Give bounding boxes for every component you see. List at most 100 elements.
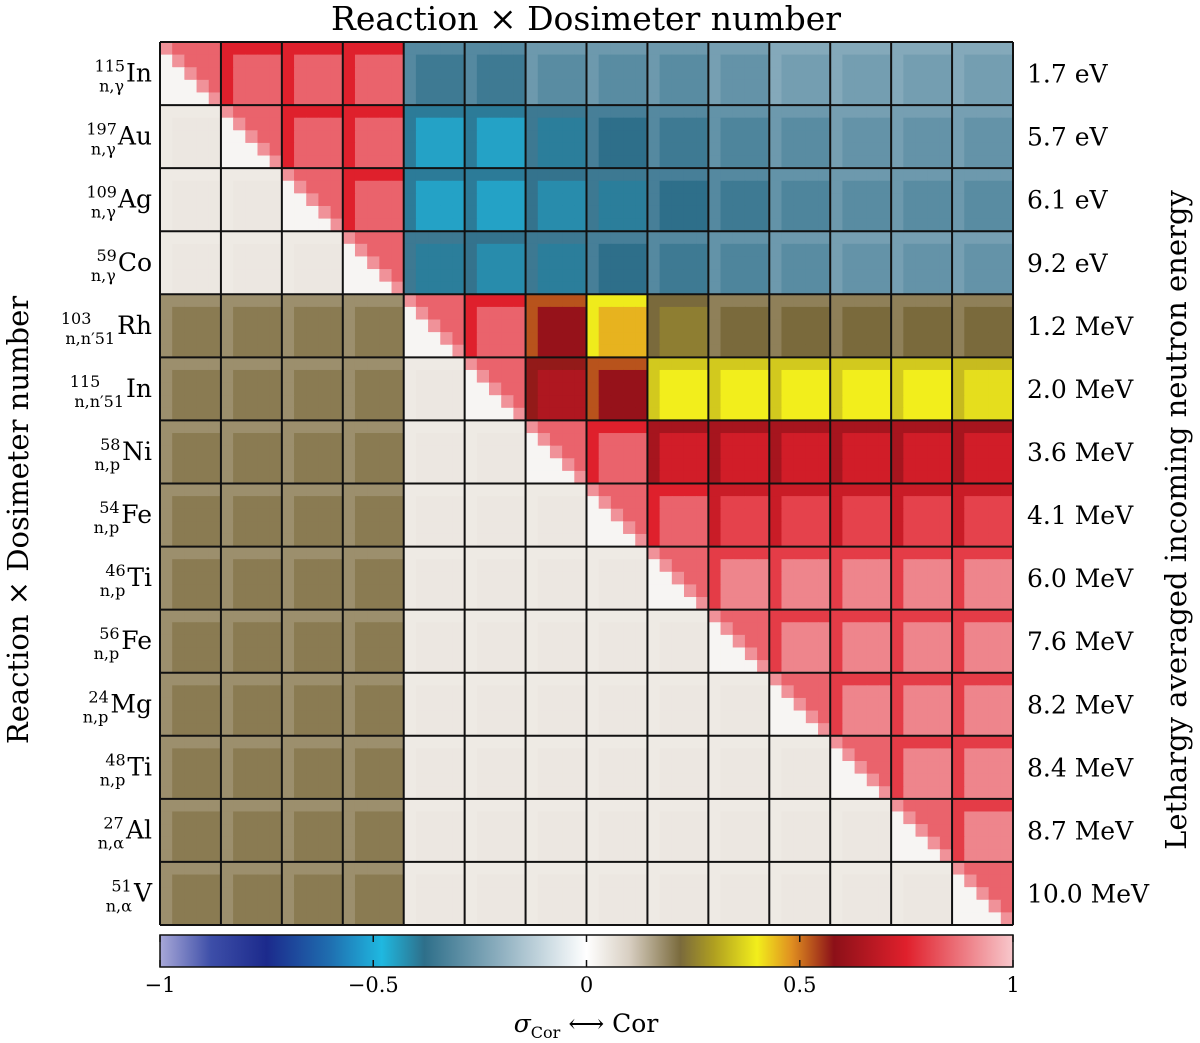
heatmap-cell (318, 508, 332, 522)
heatmap-cell (744, 420, 758, 434)
heatmap-cell (379, 332, 393, 346)
heatmap-cell (367, 710, 380, 724)
heatmap-cell (744, 508, 758, 522)
heatmap-cell (257, 811, 271, 825)
heatmap-cell (818, 811, 831, 825)
heatmap-block (525, 483, 588, 548)
heatmap-cell (671, 155, 685, 169)
heatmap-cell (354, 887, 368, 901)
heatmap-cell (220, 155, 234, 169)
heatmap-cell (757, 92, 770, 106)
heatmap-cell (294, 609, 307, 623)
heatmap-cell (878, 407, 892, 422)
heatmap-cell (379, 887, 393, 901)
heatmap-cell (574, 672, 588, 686)
heatmap-cell (537, 205, 551, 220)
heatmap-cell (489, 748, 502, 762)
heatmap-cell (757, 369, 770, 384)
heatmap-cell (489, 344, 502, 358)
heatmap-cell (318, 811, 332, 825)
heatmap-cell (818, 281, 831, 295)
heatmap-cell (976, 685, 990, 699)
heatmap-cell (708, 470, 722, 485)
heatmap-cell (598, 306, 612, 321)
heatmap-cell (708, 168, 722, 182)
heatmap-cell (708, 761, 722, 775)
heatmap-cell (196, 54, 210, 68)
heatmap-cell (330, 672, 344, 686)
heatmap-cell (172, 609, 185, 623)
heatmap-cell (428, 609, 441, 623)
heatmap-cell (671, 521, 685, 535)
heatmap-cell (1000, 697, 1014, 712)
heatmap-cell (964, 685, 978, 699)
heatmap-cell (976, 584, 990, 598)
heatmap-cell (403, 180, 417, 194)
heatmap-cell (891, 546, 904, 560)
heatmap-cell (720, 836, 734, 850)
heatmap-cell (354, 723, 368, 737)
heatmap-cell (610, 672, 624, 686)
heatmap-cell (562, 433, 575, 447)
heatmap-cell (208, 899, 222, 913)
heatmap-cell (842, 697, 856, 712)
heatmap-cell (866, 319, 880, 333)
heatmap-cell (769, 861, 783, 876)
heatmap-cell (464, 395, 478, 409)
heatmap-cell (257, 155, 271, 169)
heatmap-cell (574, 748, 588, 762)
heatmap-cell (598, 597, 612, 611)
heatmap-cell (537, 79, 551, 94)
heatmap-cell (769, 811, 783, 825)
heatmap-cell (501, 243, 514, 258)
heatmap-cell (757, 824, 770, 838)
heatmap-cell (659, 836, 673, 850)
heatmap-cell (379, 445, 393, 459)
heatmap-cell (245, 281, 259, 295)
heatmap-cell (671, 609, 685, 623)
heatmap-cell (281, 559, 295, 573)
heatmap-cell (842, 597, 856, 611)
heatmap-cell (367, 571, 380, 586)
heatmap-cell (720, 470, 734, 485)
heatmap-cell (878, 824, 892, 838)
heatmap-block (281, 609, 344, 674)
heatmap-cell (623, 496, 636, 510)
heatmap-block (160, 861, 222, 926)
heatmap-cell (233, 849, 246, 863)
heatmap-cell (342, 357, 356, 371)
heatmap-cell (452, 584, 466, 598)
heatmap-cell (208, 811, 222, 825)
heatmap-cell (513, 584, 527, 598)
heatmap-cell (903, 54, 917, 68)
heatmap-cell (854, 205, 868, 220)
heatmap-cell (757, 660, 770, 674)
heatmap-cell (428, 130, 441, 144)
heatmap-cell (489, 533, 502, 548)
heatmap-cell (391, 597, 405, 611)
heatmap-cell (562, 634, 575, 649)
heatmap-cell (513, 395, 527, 409)
heatmap-cell (257, 786, 271, 800)
heatmap-cell (549, 672, 563, 686)
heatmap-cell (354, 395, 368, 409)
heatmap-cell (415, 433, 429, 447)
heatmap-cell (805, 193, 819, 207)
heatmap-cell (903, 382, 917, 396)
heatmap-cell (525, 458, 539, 472)
heatmap-cell (294, 42, 307, 56)
heatmap-cell (659, 130, 673, 144)
heatmap-block (708, 672, 770, 737)
heatmap-cell (452, 281, 466, 295)
heatmap-cell (549, 887, 563, 901)
heatmap-cell (586, 281, 600, 295)
heatmap-cell (440, 912, 454, 926)
heatmap-cell (903, 256, 917, 270)
heatmap-cell (891, 130, 904, 144)
heatmap-cell (708, 433, 722, 447)
heatmap-cell (257, 433, 271, 447)
heatmap-cell (269, 281, 283, 295)
heatmap-cell (172, 470, 185, 485)
heatmap-cell (452, 836, 466, 850)
heatmap-cell (574, 609, 588, 623)
